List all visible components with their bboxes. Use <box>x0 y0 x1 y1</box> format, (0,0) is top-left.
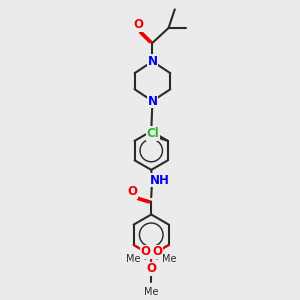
Text: O: O <box>127 185 137 198</box>
Text: Cl: Cl <box>147 127 160 140</box>
Text: Me: Me <box>162 254 176 264</box>
Text: O: O <box>134 18 143 31</box>
Text: O: O <box>152 245 162 258</box>
Text: O: O <box>140 245 150 258</box>
Text: NH: NH <box>149 174 170 187</box>
Text: Me: Me <box>144 287 158 297</box>
Text: N: N <box>148 55 158 68</box>
Text: N: N <box>148 94 158 107</box>
Text: Me: Me <box>126 254 141 264</box>
Text: O: O <box>146 262 156 275</box>
